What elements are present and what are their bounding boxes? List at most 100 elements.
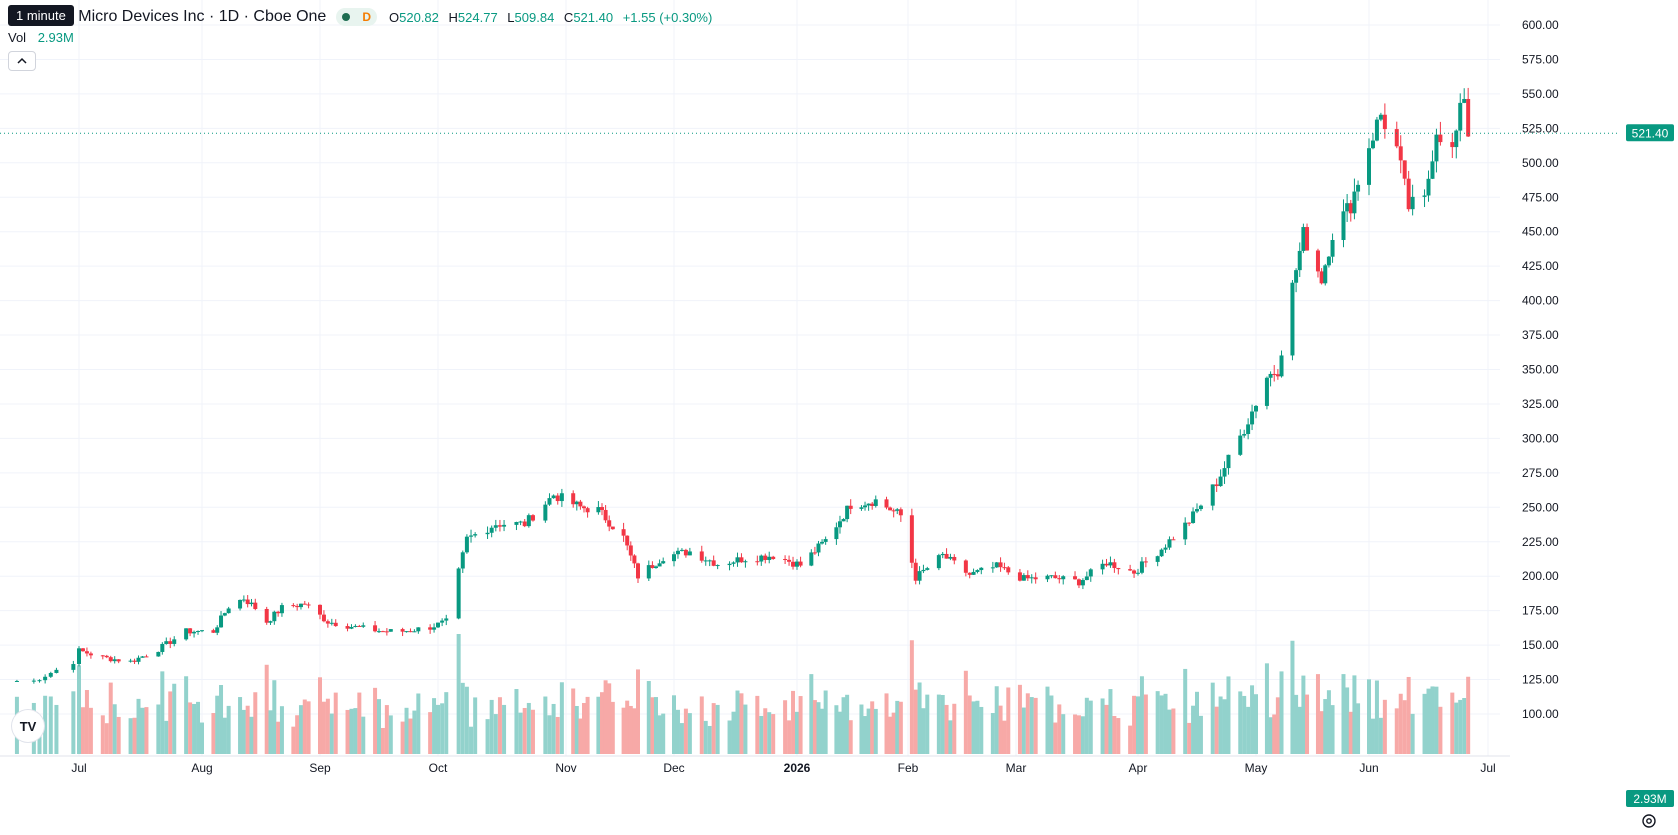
settings-gear-icon[interactable]	[1640, 812, 1658, 830]
x-tick-label: Aug	[191, 761, 212, 775]
volume-bar	[1167, 709, 1172, 754]
candle-body	[687, 551, 692, 556]
candle-body	[582, 506, 586, 509]
candle-body	[1108, 562, 1113, 566]
volume-bar	[489, 699, 494, 754]
tradingview-logo[interactable]: TV	[12, 710, 44, 742]
volume-bar	[859, 704, 864, 754]
y-tick-label: 200.00	[1522, 569, 1559, 583]
symbol-legend: ced Micro Devices Inc · 1D · Cboe One D …	[8, 7, 718, 27]
candle-body	[306, 604, 311, 606]
candle-body	[219, 615, 224, 628]
candle-body	[948, 556, 953, 559]
volume-bar	[164, 720, 169, 754]
volume-bar	[1088, 700, 1093, 754]
candle-body	[1348, 203, 1353, 214]
volume-label: Vol	[8, 30, 27, 45]
candle-body	[1210, 484, 1215, 506]
volume-bar	[1406, 676, 1411, 754]
candle-body	[432, 627, 437, 630]
volume-bar	[952, 703, 957, 754]
volume-bar	[188, 702, 193, 754]
volume-bar	[672, 695, 676, 754]
volume-bar	[1057, 704, 1062, 754]
candle-body	[184, 628, 189, 640]
candle-body	[952, 556, 957, 561]
candle-body	[888, 507, 893, 511]
candle-body	[625, 535, 630, 546]
volume-bar	[1029, 697, 1034, 754]
volume-bar	[112, 704, 117, 754]
y-tick-label: 300.00	[1522, 431, 1559, 445]
y-tick-label: 275.00	[1522, 466, 1559, 480]
volume-bar	[547, 715, 552, 754]
volume-bar	[168, 691, 173, 754]
volume-bar	[172, 683, 177, 754]
time-axis[interactable]: Jul Aug Sep Oct Nov Dec 2026 Feb Mar Apr May Jun Jul	[0, 755, 1510, 775]
candle-body	[1294, 270, 1299, 283]
volume-bar	[866, 708, 871, 754]
volume-bar	[192, 703, 197, 754]
volume-bar	[43, 695, 48, 754]
volume-bar	[675, 709, 680, 754]
volume-bar	[1301, 675, 1306, 754]
volume-bar	[361, 716, 366, 754]
collapse-legend-button[interactable]	[8, 51, 36, 71]
volume-bar	[1198, 715, 1203, 754]
volume-bar	[600, 692, 604, 754]
candle-body	[291, 605, 296, 607]
candle-body	[377, 631, 381, 633]
candle-body	[661, 561, 666, 564]
y-tick-label: 100.00	[1522, 707, 1559, 721]
volume-bar	[625, 700, 630, 754]
volume-bar	[783, 700, 788, 754]
volume-bar	[1422, 693, 1427, 754]
candle-body	[755, 561, 760, 563]
candle-body	[866, 503, 871, 506]
volume-bar	[1319, 711, 1324, 754]
ohlc-values: O520.82 H524.77 L509.84 C521.40 +1.55 (+…	[389, 9, 713, 25]
volume-bar	[1195, 691, 1199, 754]
volume-bar	[1017, 684, 1022, 754]
volume-bar	[994, 686, 999, 754]
candle-body	[1080, 580, 1085, 586]
candle-body	[1195, 509, 1199, 512]
candle-body	[1171, 539, 1176, 541]
candle-body	[384, 631, 389, 633]
candle-body	[1398, 146, 1403, 161]
candle-body	[1025, 575, 1030, 579]
volume-bar	[295, 715, 300, 754]
volume-bar	[1025, 693, 1030, 754]
y-tick-label: 225.00	[1522, 535, 1559, 549]
candle-body	[1341, 211, 1346, 240]
volume-bar	[925, 694, 930, 754]
volume-bar	[485, 719, 490, 754]
svg-text:521.40: 521.40	[1632, 126, 1669, 140]
volume-bar	[497, 697, 502, 754]
candle-body	[672, 554, 676, 562]
volume-bar	[574, 706, 579, 754]
candle-body	[675, 550, 680, 555]
volume-bar	[160, 671, 165, 754]
candle-body	[80, 648, 85, 652]
volume-bar	[884, 693, 889, 754]
volume-bar	[1450, 692, 1455, 754]
volume-bar	[219, 685, 224, 754]
candle-body	[37, 680, 42, 682]
volume-bar	[1045, 686, 1050, 754]
candle-body	[196, 630, 201, 632]
candle-body	[1297, 250, 1302, 271]
candle-body	[132, 660, 137, 662]
candle-body	[1214, 484, 1219, 487]
volume-bar	[1222, 699, 1227, 754]
volume-bar	[268, 710, 273, 754]
candle-body	[514, 522, 519, 525]
candle-body	[349, 626, 354, 629]
symbol-title[interactable]: ced Micro Devices Inc · 1D · Cboe One	[48, 8, 327, 25]
price-axis[interactable]: 600.00 575.00 550.00 525.00 500.00 475.00 450.…	[1522, 18, 1559, 721]
market-status[interactable]: D	[336, 8, 377, 26]
candle-body	[200, 630, 204, 632]
candle-body	[735, 557, 740, 563]
candle-body	[71, 664, 76, 670]
